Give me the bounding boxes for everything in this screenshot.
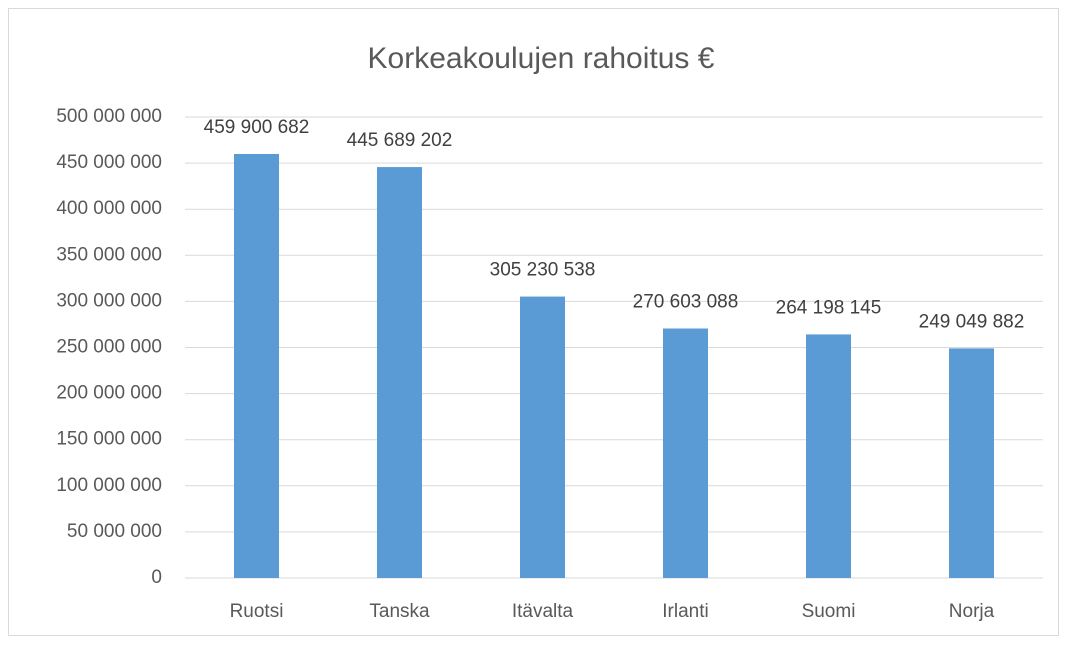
y-tick-label: 0: [151, 567, 162, 588]
value-label: 264 198 145: [776, 297, 882, 318]
bar: [234, 153, 279, 579]
y-tick-label: 450 000 000: [56, 152, 162, 173]
x-tick-label: Tanska: [369, 601, 430, 622]
y-tick-label: 50 000 000: [67, 521, 162, 542]
x-tick-label: Suomi: [802, 601, 856, 622]
bar: [663, 328, 708, 578]
bar: [949, 348, 994, 578]
value-label: 249 049 882: [919, 311, 1025, 332]
x-tick-label: Norja: [949, 601, 995, 622]
bar: [520, 296, 565, 578]
y-tick-label: 500 000 000: [56, 106, 162, 127]
x-tick-label: Irlanti: [662, 601, 708, 622]
bar: [377, 167, 422, 578]
value-label: 445 689 202: [347, 130, 453, 151]
x-tick-label: Itävalta: [512, 601, 574, 622]
value-label: 270 603 088: [633, 292, 739, 313]
y-tick-label: 400 000 000: [56, 198, 162, 219]
y-tick-label: 100 000 000: [56, 475, 162, 496]
x-tick-label: Ruotsi: [230, 601, 284, 622]
value-label: 305 230 538: [490, 260, 596, 281]
y-tick-label: 300 000 000: [56, 290, 162, 311]
y-tick-label: 200 000 000: [56, 383, 162, 404]
value-label: 459 900 682: [204, 117, 310, 138]
y-tick-label: 250 000 000: [56, 337, 162, 358]
chart-title: Korkeakoulujen rahoitus €: [368, 42, 715, 75]
y-tick-label: 150 000 000: [56, 429, 162, 450]
bar: [806, 334, 851, 578]
y-tick-label: 350 000 000: [56, 244, 162, 265]
